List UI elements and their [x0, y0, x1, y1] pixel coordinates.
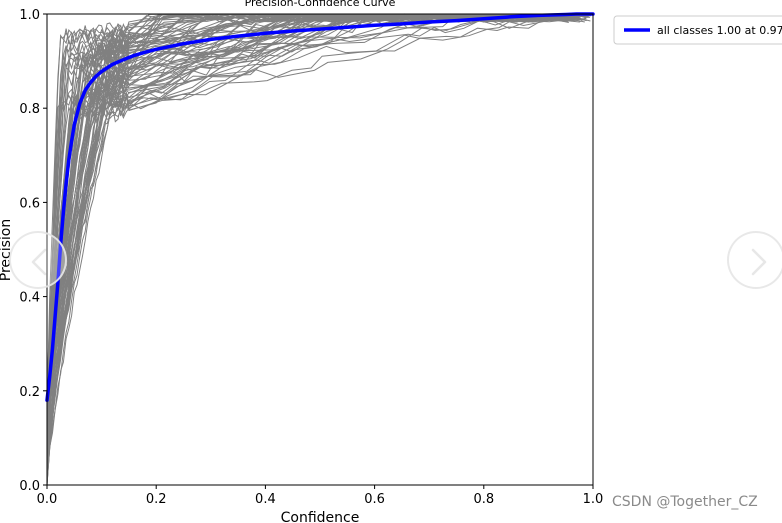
- chevron-right-icon: [751, 248, 767, 276]
- x-axis-ticks: 0.0 0.2 0.4 0.6 0.8 1.0: [37, 485, 604, 507]
- x-tick-label: 0.8: [473, 492, 494, 507]
- y-tick-label: 0.6: [19, 196, 40, 211]
- chart-title: Precision-Confidence Curve: [245, 0, 396, 9]
- class-curve: [46, 13, 573, 437]
- x-tick-label: 0.2: [146, 492, 167, 507]
- class-curve: [46, 13, 584, 415]
- class-curve: [46, 13, 574, 423]
- per-class-curves: [46, 13, 592, 486]
- x-tick-label: 0.4: [255, 492, 276, 507]
- class-curve: [46, 13, 567, 486]
- class-curve: [46, 18, 574, 466]
- y-axis-ticks: 0.0 0.2 0.4 0.6 0.8 1.0: [19, 8, 47, 494]
- class-curve: [46, 13, 587, 404]
- chevron-left-icon: [31, 248, 47, 276]
- x-axis-label: Confidence: [281, 510, 360, 523]
- class-curve: [46, 13, 590, 472]
- watermark: CSDN @Together_CZ: [612, 494, 758, 510]
- next-image-button[interactable]: [727, 231, 782, 289]
- class-curve: [46, 13, 576, 404]
- x-tick-label: 0.0: [37, 492, 58, 507]
- class-curve: [46, 13, 576, 484]
- y-tick-label: 0.0: [19, 479, 40, 494]
- previous-image-button[interactable]: [9, 231, 67, 289]
- class-curve: [46, 13, 577, 404]
- y-tick-label: 1.0: [19, 8, 40, 23]
- legend-label: all classes 1.00 at 0.97: [657, 24, 782, 37]
- legend-box: [613, 15, 782, 45]
- class-curve: [46, 13, 574, 440]
- y-tick-label: 0.4: [19, 291, 40, 306]
- y-tick-label: 0.2: [19, 385, 40, 400]
- all-classes-curve: [45, 12, 595, 402]
- class-curve: [46, 17, 587, 456]
- class-curve: [46, 13, 576, 439]
- class-curve: [46, 13, 562, 399]
- x-tick-label: 0.6: [364, 492, 385, 507]
- class-curve: [46, 13, 563, 409]
- legend: all classes 1.00 at 0.97: [613, 15, 782, 45]
- y-tick-label: 0.8: [19, 102, 40, 117]
- x-tick-label: 1.0: [583, 492, 604, 507]
